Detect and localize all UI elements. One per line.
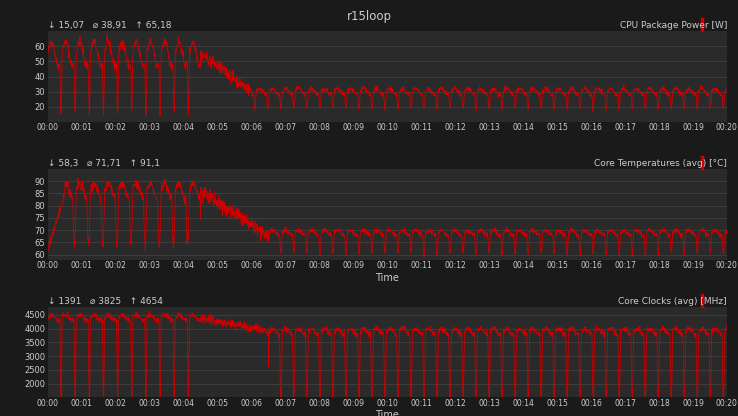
Text: Core Clocks (avg) [MHz]: Core Clocks (avg) [MHz] <box>618 297 727 306</box>
Text: ↓ 58,3   ⌀ 71,71   ↑ 91,1: ↓ 58,3 ⌀ 71,71 ↑ 91,1 <box>48 159 160 168</box>
Text: ↓ 15,07   ⌀ 38,91   ↑ 65,18: ↓ 15,07 ⌀ 38,91 ↑ 65,18 <box>48 21 171 30</box>
Text: r15loop: r15loop <box>347 10 391 23</box>
Text: Core Temperatures (avg) [°C]: Core Temperatures (avg) [°C] <box>594 159 727 168</box>
X-axis label: Time: Time <box>376 273 399 283</box>
X-axis label: Time: Time <box>376 411 399 416</box>
Text: CPU Package Power [W]: CPU Package Power [W] <box>620 21 727 30</box>
Text: ↓ 1391   ⌀ 3825   ↑ 4654: ↓ 1391 ⌀ 3825 ↑ 4654 <box>48 297 163 306</box>
